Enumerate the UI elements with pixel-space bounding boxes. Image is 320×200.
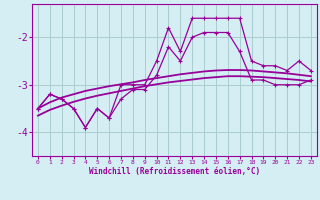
X-axis label: Windchill (Refroidissement éolien,°C): Windchill (Refroidissement éolien,°C) [89,167,260,176]
